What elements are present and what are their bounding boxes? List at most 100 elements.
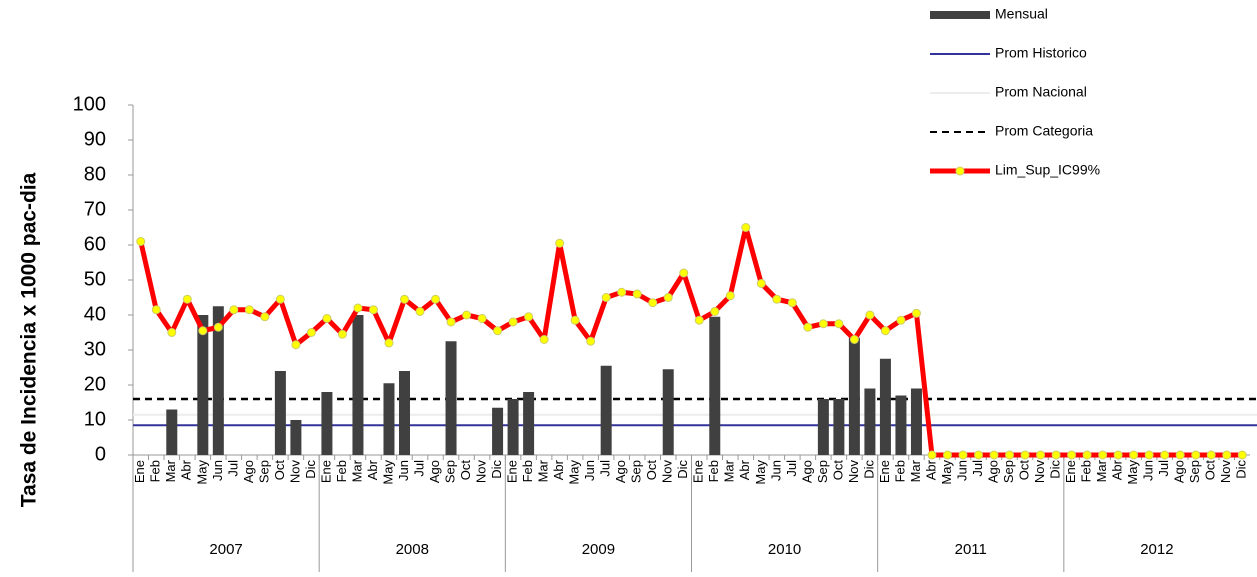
x-tick-label: Dic bbox=[1234, 460, 1249, 479]
x-tick-label: Ene bbox=[1063, 460, 1078, 483]
x-tick-label: Nov bbox=[846, 460, 861, 484]
bar bbox=[492, 407, 504, 455]
x-tick-label: Mar bbox=[536, 459, 551, 482]
bar bbox=[817, 399, 829, 455]
x-tick-label: Ago bbox=[427, 460, 442, 483]
marker bbox=[849, 335, 859, 344]
x-tick-label: Abr bbox=[1110, 459, 1125, 480]
y-tick-label: 80 bbox=[84, 163, 106, 185]
year-label: 2008 bbox=[396, 541, 429, 558]
x-tick-label: Ene bbox=[318, 460, 333, 483]
x-tick-label: Mar bbox=[1094, 459, 1109, 482]
marker bbox=[151, 305, 161, 315]
bar bbox=[398, 371, 410, 455]
bar bbox=[895, 395, 907, 455]
x-tick-label: Feb bbox=[892, 460, 907, 482]
x-tick-label: Nov bbox=[474, 460, 489, 484]
marker bbox=[911, 308, 921, 318]
marker bbox=[368, 305, 378, 315]
bar bbox=[864, 388, 876, 455]
x-tick-label: Ago bbox=[1172, 460, 1187, 483]
x-tick-label: Ene bbox=[877, 460, 892, 483]
line bbox=[138, 225, 1243, 458]
x-tick-label: Feb bbox=[520, 460, 535, 482]
marker bbox=[555, 238, 565, 248]
x-tick-label: Oct bbox=[272, 460, 287, 481]
marker bbox=[508, 317, 518, 327]
marker bbox=[260, 312, 270, 322]
bar bbox=[352, 315, 364, 455]
x-tick-label: Jul bbox=[784, 460, 799, 477]
x-tick-label: Jun bbox=[582, 460, 597, 481]
year-label: 2011 bbox=[955, 541, 987, 558]
x-tick-label: Mar bbox=[349, 459, 364, 482]
x-tick-label: Sep bbox=[1187, 460, 1202, 483]
marker bbox=[632, 289, 642, 299]
marker bbox=[446, 317, 456, 327]
x-tick-label: May bbox=[753, 460, 768, 485]
x-tick-label: Oct bbox=[830, 460, 845, 481]
year-label: 2010 bbox=[768, 541, 801, 558]
marker bbox=[818, 319, 828, 329]
marker bbox=[1160, 450, 1170, 460]
marker bbox=[244, 305, 254, 315]
x-tick-label: Ene bbox=[505, 460, 520, 483]
marker bbox=[1098, 450, 1108, 460]
marker bbox=[167, 328, 177, 337]
bar bbox=[848, 337, 860, 455]
marker bbox=[1206, 450, 1216, 460]
marker bbox=[570, 315, 580, 325]
bar bbox=[709, 316, 721, 455]
marker bbox=[710, 307, 720, 316]
marker bbox=[198, 326, 208, 336]
marker bbox=[213, 322, 223, 332]
marker bbox=[679, 268, 689, 278]
marker bbox=[989, 450, 999, 460]
marker bbox=[725, 291, 735, 301]
marker bbox=[648, 298, 658, 308]
marker bbox=[399, 294, 409, 304]
marker bbox=[1082, 450, 1092, 460]
marker bbox=[1067, 450, 1077, 460]
marker bbox=[462, 310, 472, 320]
y-axis-label: Tasa de Incidencia x 1000 pac-dia bbox=[18, 172, 41, 507]
marker bbox=[353, 303, 363, 313]
x-tick-label: May bbox=[1125, 460, 1140, 485]
x-tick-label: Ago bbox=[799, 460, 814, 483]
marker bbox=[477, 314, 487, 323]
marker bbox=[1036, 450, 1046, 460]
x-tick-label: Oct bbox=[1203, 460, 1218, 481]
x-tick-label: Feb bbox=[334, 460, 349, 482]
x-tick-label: Sep bbox=[815, 460, 830, 483]
x-tick-label: Oct bbox=[644, 460, 659, 481]
marker bbox=[1020, 450, 1030, 460]
x-tick-label: May bbox=[567, 460, 582, 485]
x-tick-label: Sep bbox=[442, 460, 457, 483]
legend-label: Prom Nacional bbox=[995, 84, 1087, 100]
x-tick-label: Ago bbox=[613, 460, 628, 483]
x-tick-label: Mar bbox=[722, 459, 737, 482]
marker bbox=[834, 319, 844, 329]
marker bbox=[586, 336, 596, 346]
bar bbox=[290, 420, 302, 455]
x-tick-label: Oct bbox=[458, 460, 473, 481]
bar bbox=[523, 392, 535, 455]
x-tick-label: Jun bbox=[1141, 460, 1156, 481]
marker bbox=[896, 315, 906, 325]
bar bbox=[600, 365, 612, 455]
x-tick-label: Feb bbox=[148, 460, 163, 482]
x-tick-label: Ene bbox=[132, 460, 147, 483]
x-tick-label: Feb bbox=[1079, 460, 1094, 482]
marker bbox=[306, 328, 316, 337]
x-tick-label: Dic bbox=[1048, 460, 1063, 479]
marker bbox=[1191, 450, 1201, 460]
marker bbox=[182, 294, 192, 304]
x-tick-label: Abr bbox=[179, 459, 194, 480]
marker bbox=[229, 305, 239, 315]
x-tick-label: Sep bbox=[629, 460, 644, 483]
year-label: 2007 bbox=[209, 541, 242, 558]
bar bbox=[166, 409, 178, 455]
x-tick-label: Jun bbox=[954, 460, 969, 481]
marker bbox=[275, 294, 285, 304]
